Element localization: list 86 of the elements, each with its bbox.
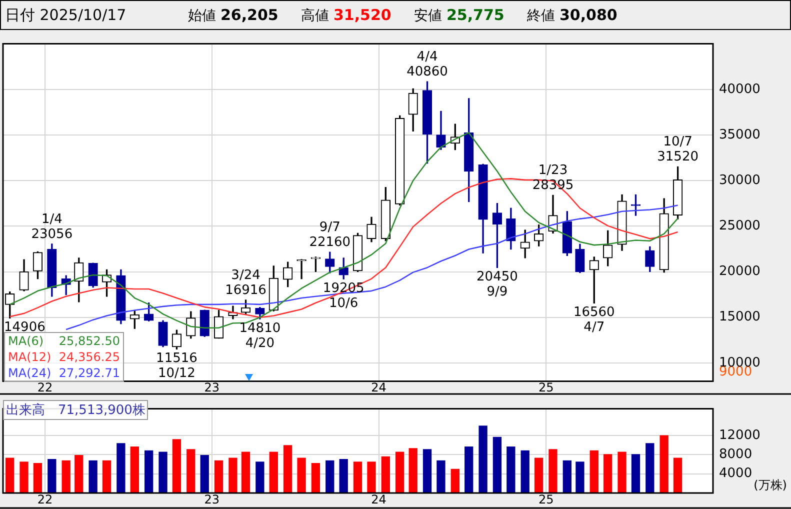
- x-tick-label: 25: [538, 492, 554, 506]
- x-tick-label: 23: [204, 492, 220, 506]
- annotation: 11516 10/12: [156, 351, 198, 382]
- text: MA(6): [8, 333, 44, 349]
- annotation: 1/4 23056: [31, 212, 73, 242]
- bar: [464, 446, 474, 493]
- annotation: 出来高 71,513,900株: [3, 400, 148, 420]
- bar: [311, 462, 320, 493]
- bar: [646, 443, 654, 493]
- bar: [408, 448, 418, 493]
- y-tick-label: 20000: [719, 264, 760, 280]
- bar: [144, 450, 154, 493]
- bar: [520, 450, 530, 493]
- bar: [241, 452, 250, 493]
- bar: [172, 439, 182, 493]
- bar: [283, 445, 292, 493]
- x-tick-label: 24: [371, 380, 386, 395]
- bar: [339, 458, 348, 493]
- bar: [534, 458, 544, 493]
- bar: [116, 443, 126, 493]
- bar: [228, 458, 238, 493]
- bar: [660, 435, 668, 493]
- bar: [396, 452, 404, 493]
- bar: [618, 452, 626, 493]
- bar: [62, 460, 70, 493]
- bar: [297, 458, 306, 493]
- text: MA(24): [8, 365, 52, 381]
- bar: [186, 449, 196, 493]
- annotation: 24,356.25: [58, 349, 120, 365]
- bar: [20, 462, 28, 493]
- y-tick-label: 30000: [719, 172, 760, 188]
- annotation: 3/24 16916: [225, 268, 266, 298]
- x-tick-label: 23: [204, 380, 220, 395]
- bar: [33, 462, 42, 493]
- bar: [548, 449, 558, 493]
- bar: [436, 460, 446, 493]
- bar: [102, 460, 112, 493]
- chart-title: 日付 2025/10/17: [5, 6, 128, 24]
- bar: [158, 452, 168, 493]
- annotation: 20450 9/9: [476, 270, 518, 300]
- bar: [256, 462, 264, 493]
- y-axis-title: (万株): [754, 478, 787, 492]
- y-tick-label: 25000: [719, 218, 760, 234]
- x-tick-label: 24: [371, 492, 386, 506]
- bar: [506, 446, 516, 493]
- bar: [450, 468, 460, 493]
- x-tick-label: 22: [37, 492, 53, 506]
- bar: [381, 456, 390, 493]
- x-tick-label: 22: [37, 380, 53, 395]
- bar: [48, 458, 56, 493]
- annotation: 25,852.50: [58, 333, 120, 349]
- annotation: 27,292.71: [58, 365, 120, 381]
- y-tick-label: 4000: [719, 466, 752, 482]
- y-tick-label: 8000: [719, 447, 752, 462]
- bar: [673, 458, 682, 493]
- bar: [631, 454, 640, 493]
- bar: [214, 460, 224, 493]
- annotation: 14906: [4, 320, 46, 336]
- y-tick-label: 12000: [719, 428, 760, 443]
- bar: [604, 454, 612, 493]
- y-tick-label: 40000: [719, 82, 760, 97]
- bar: [6, 458, 14, 493]
- bar: [590, 450, 598, 493]
- bar: [88, 460, 98, 493]
- text: MA(12): [8, 349, 52, 365]
- bar: [576, 462, 584, 493]
- bar: [367, 462, 376, 493]
- annotation: 16560 4/7: [573, 305, 615, 336]
- bar: [562, 460, 572, 493]
- y-tick-label: 35000: [719, 127, 760, 142]
- bar: [353, 462, 362, 493]
- annotation: 14810 4/20: [239, 320, 281, 351]
- bar: [422, 449, 432, 493]
- bar: [74, 455, 84, 493]
- y-tick-label: 15000: [719, 310, 760, 325]
- bar: [130, 446, 139, 493]
- annotation: 10/7 31520: [657, 134, 698, 165]
- x-tick-label: 25: [538, 380, 554, 395]
- bar: [200, 455, 209, 493]
- annotation: 9/7 22160: [309, 220, 351, 250]
- bar: [326, 460, 334, 493]
- bar: [492, 436, 502, 493]
- text: 始値 26,205 高値 31,520 安値 25,775 終値 30,080: [188, 6, 618, 24]
- bar: [269, 452, 278, 493]
- annotation: 4/4 40860: [406, 49, 448, 80]
- bar: [478, 426, 488, 493]
